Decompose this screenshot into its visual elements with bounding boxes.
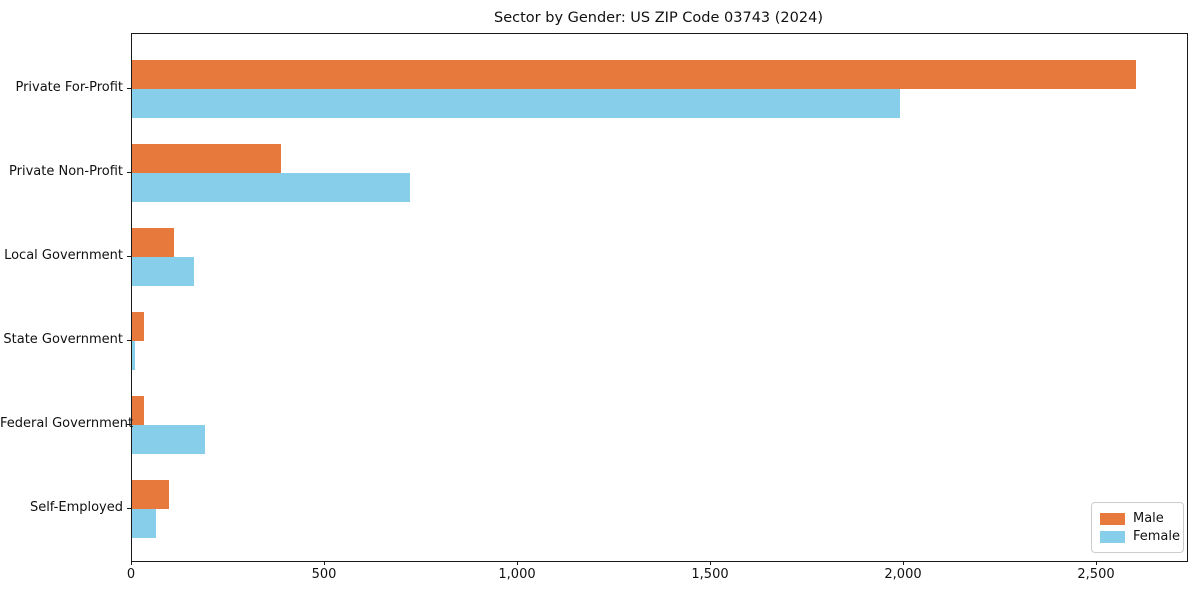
y-axis-label-4: Federal Government	[0, 416, 134, 431]
bar-female-0	[132, 89, 900, 118]
x-tick-mark-0	[131, 561, 132, 565]
x-tick-mark-2	[517, 561, 518, 565]
y-axis-label-5: Self-Employed	[29, 500, 123, 515]
y-tick-mark-4	[127, 424, 131, 425]
x-tick-label-2: 1,000	[498, 567, 536, 582]
bar-male-3	[132, 312, 144, 341]
x-tick-label-3: 1,500	[691, 567, 729, 582]
bar-male-1	[132, 144, 281, 173]
y-axis-label-1: Private Non-Profit	[9, 164, 123, 179]
bar-female-1	[132, 173, 410, 202]
bar-male-4	[132, 396, 144, 425]
y-axis-label-0: Private For-Profit	[15, 80, 123, 95]
y-tick-mark-1	[127, 172, 131, 173]
x-tick-mark-4	[903, 561, 904, 565]
x-tick-label-1: 500	[311, 567, 337, 582]
legend-entry-female: Female	[1100, 528, 1180, 545]
chart-title: Sector by Gender: US ZIP Code 03743 (202…	[494, 10, 823, 26]
legend-label-male: Male	[1133, 511, 1164, 526]
legend: Male Female	[1091, 502, 1184, 553]
plot-area: Male Female	[131, 33, 1188, 562]
bar-male-5	[132, 480, 169, 509]
x-tick-mark-1	[324, 561, 325, 565]
x-tick-label-4: 2,000	[884, 567, 922, 582]
y-tick-mark-0	[127, 88, 131, 89]
bar-female-2	[132, 257, 194, 286]
bar-male-0	[132, 60, 1136, 89]
bar-female-5	[132, 509, 156, 538]
x-tick-label-0: 0	[126, 567, 136, 582]
bar-female-3	[132, 341, 135, 370]
legend-label-female: Female	[1133, 529, 1181, 544]
y-tick-mark-2	[127, 256, 131, 257]
bar-male-2	[132, 228, 174, 257]
bar-female-4	[132, 425, 205, 454]
y-tick-mark-5	[127, 508, 131, 509]
y-tick-mark-3	[127, 340, 131, 341]
x-tick-mark-5	[1096, 561, 1097, 565]
x-tick-mark-3	[710, 561, 711, 565]
x-tick-label-5: 2,500	[1077, 567, 1115, 582]
y-axis-label-2: Local Government	[4, 248, 123, 263]
legend-swatch-female	[1100, 530, 1125, 543]
y-axis-label-3: State Government	[3, 332, 123, 347]
legend-entry-male: Male	[1100, 510, 1175, 527]
legend-swatch-male	[1100, 512, 1125, 525]
